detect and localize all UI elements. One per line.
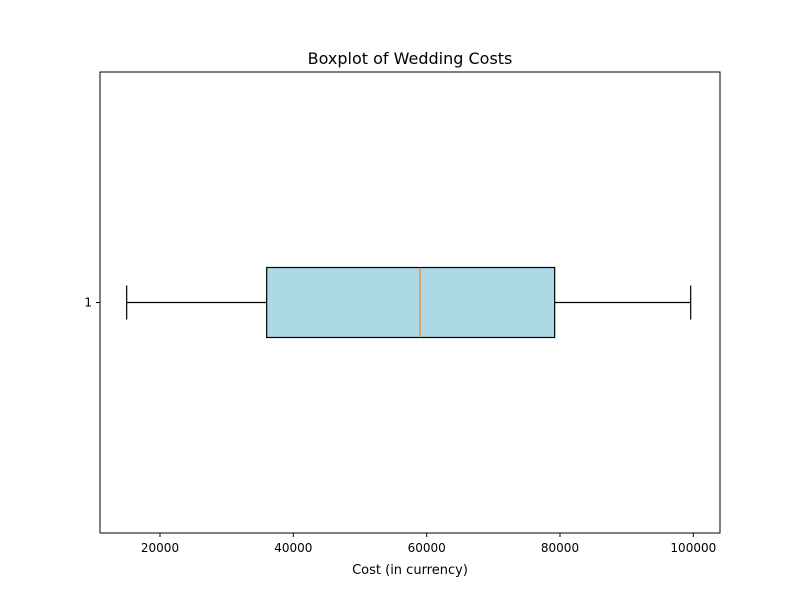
x-axis-label: Cost (in currency)	[352, 563, 468, 578]
x-tick-label: 100000	[670, 541, 716, 555]
x-tick-label: 20000	[141, 541, 179, 555]
x-tick-label: 80000	[541, 541, 579, 555]
iqr-box	[266, 266, 556, 339]
plot-area	[99, 71, 721, 534]
chart-title: Boxplot of Wedding Costs	[308, 49, 513, 68]
x-tick-label: 60000	[408, 541, 446, 555]
x-tick-label: 40000	[274, 541, 312, 555]
y-axis-ticks: 1	[84, 296, 100, 310]
x-axis-ticks: 20000 40000 60000 80000 100000	[141, 533, 716, 555]
y-tick-label: 1	[84, 296, 92, 310]
